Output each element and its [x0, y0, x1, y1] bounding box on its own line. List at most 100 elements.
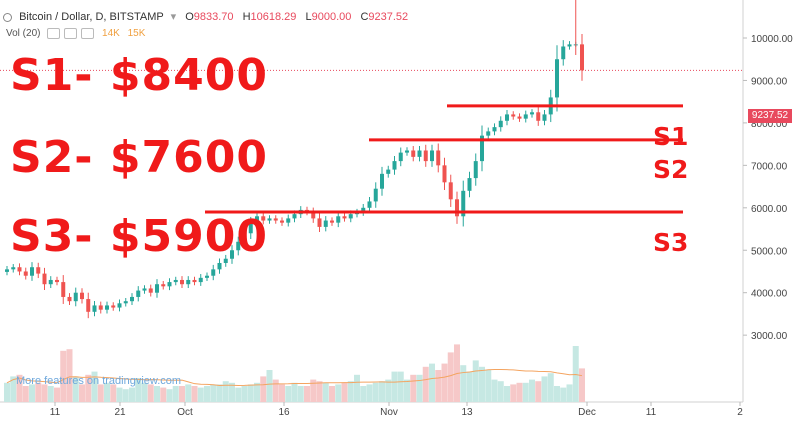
- volume-bar: [322, 382, 329, 402]
- candle-body: [92, 305, 97, 312]
- candle-body: [155, 284, 159, 293]
- candle-body: [517, 116, 522, 119]
- y-tick-label: 9000.00: [751, 76, 788, 87]
- close-icon[interactable]: [81, 28, 95, 39]
- volume-value-1: 14K: [102, 28, 120, 40]
- candle-body: [486, 131, 491, 136]
- candle-body: [392, 161, 397, 170]
- promo-link[interactable]: More features on tradingview.com: [16, 375, 182, 387]
- candle-body: [23, 271, 28, 276]
- volume-bar: [466, 371, 473, 402]
- candle-body: [423, 150, 428, 162]
- volume-bar: [404, 379, 410, 402]
- candle-body: [180, 279, 184, 285]
- volume-bar: [472, 360, 479, 402]
- volume-bar: [116, 387, 123, 402]
- high-label: H: [242, 11, 251, 23]
- candle-body: [330, 220, 334, 223]
- volume-bar: [266, 370, 273, 402]
- candle-body: [36, 267, 41, 274]
- x-tick-label: Dec: [578, 407, 596, 418]
- open-label: O: [185, 11, 194, 23]
- volume-bar: [222, 381, 229, 402]
- y-tick-label: 4000.00: [751, 289, 788, 300]
- settings-icon[interactable]: [64, 28, 78, 39]
- y-tick-label: 6000.00: [751, 204, 788, 215]
- volume-bar: [522, 382, 529, 402]
- eye-icon[interactable]: [47, 28, 61, 39]
- candle-body: [205, 275, 209, 278]
- candle-body: [48, 279, 53, 285]
- volume-bar: [235, 387, 242, 402]
- volume-bar: [435, 370, 442, 402]
- candle-body: [11, 267, 16, 270]
- dropdown-icon[interactable]: ▾: [170, 11, 177, 23]
- candle-body: [117, 303, 122, 308]
- candle-body: [255, 216, 259, 223]
- volume-bar: [429, 363, 435, 402]
- volume-label: Vol (20): [6, 28, 41, 40]
- y-tick-label: 5000.00: [751, 246, 788, 257]
- candle-body: [167, 282, 172, 287]
- volume-bar: [35, 382, 42, 402]
- volume-bar: [197, 387, 204, 402]
- candle-body: [467, 178, 472, 191]
- volume-bar: [504, 386, 510, 402]
- volume-bar: [185, 384, 192, 402]
- volume-value-2: 15K: [127, 28, 146, 40]
- candle-body: [130, 296, 134, 302]
- candle-body: [386, 169, 391, 174]
- candle-body: [292, 214, 297, 219]
- volume-bar: [422, 366, 429, 402]
- x-tick-label: 11: [50, 407, 61, 418]
- candle-body: [30, 267, 34, 276]
- volume-bar: [16, 374, 23, 402]
- volume-bar: [241, 386, 248, 402]
- candle-body: [380, 173, 384, 189]
- volume-bar: [66, 349, 73, 402]
- volume-bar: [441, 363, 448, 402]
- symbol-title[interactable]: Bitcoin / Dollar, D, BITSTAMP: [19, 11, 164, 23]
- candle-body: [198, 277, 203, 283]
- volume-bar: [416, 374, 423, 402]
- candle-body: [561, 46, 566, 60]
- x-tick-label: 13: [461, 407, 473, 418]
- candle-body: [80, 292, 84, 300]
- candle-body: [455, 199, 459, 217]
- candle-body: [436, 150, 441, 166]
- candle-body: [505, 114, 509, 121]
- candle-body: [242, 233, 247, 242]
- volume-bar: [335, 384, 342, 402]
- volume-bar: [122, 389, 129, 402]
- candle-body: [411, 150, 416, 157]
- candle-body: [192, 279, 197, 283]
- candle-body: [136, 290, 141, 297]
- candle-body: [567, 44, 572, 47]
- candle-body: [542, 114, 547, 121]
- volume-bar: [372, 382, 379, 402]
- volume-bar: [379, 381, 385, 402]
- volume-bar: [529, 379, 535, 402]
- volume-bar: [566, 384, 573, 402]
- candle-body: [42, 273, 47, 285]
- x-tick-label: 21: [114, 407, 126, 418]
- candle-body: [323, 220, 328, 227]
- volume-bar: [516, 382, 523, 402]
- volume-bar: [497, 381, 504, 402]
- candle-body: [367, 201, 372, 208]
- volume-bar: [447, 352, 454, 402]
- candle-body: [173, 279, 178, 283]
- volume-bar: [29, 384, 35, 402]
- candle-body: [5, 269, 9, 272]
- volume-bar: [547, 373, 554, 402]
- candle-body: [61, 282, 66, 297]
- y-tick-label: 7000.00: [751, 161, 788, 172]
- volume-bar: [479, 366, 485, 402]
- volume-bar: [47, 386, 54, 402]
- candle-body: [223, 258, 228, 263]
- volume-bar: [247, 384, 254, 402]
- candle-body: [267, 218, 272, 221]
- candle-body: [105, 305, 109, 310]
- volume-bar: [135, 378, 142, 402]
- volume-bar: [297, 386, 304, 402]
